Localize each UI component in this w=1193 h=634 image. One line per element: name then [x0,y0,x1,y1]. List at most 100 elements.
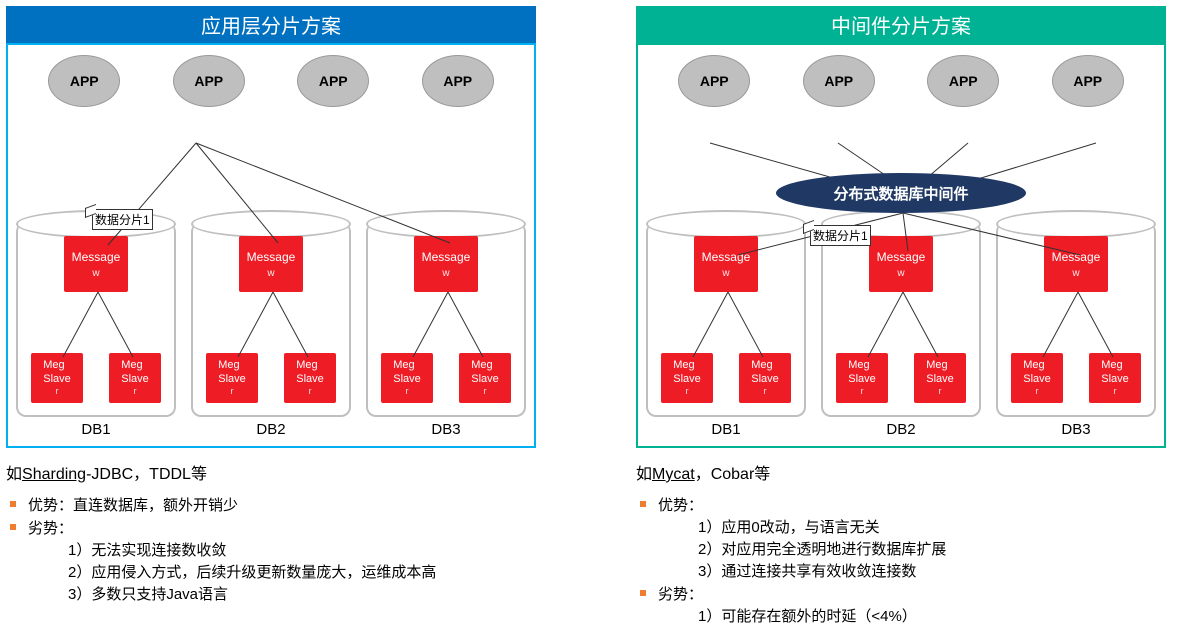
shard-flag: 数据分片1 [92,209,153,230]
slave-box: MegSlave r [284,353,336,403]
slave-label: MegSlave [848,359,876,385]
point-subs: 1）可能存在额外的时延（<4%） [658,605,1166,626]
db-label: DB3 [996,421,1156,438]
slave-label: MegSlave [393,359,421,385]
slave-r: r [134,386,137,397]
point: 劣势：1）可能存在额外的时延（<4%） [658,583,1166,626]
slave-r: r [406,386,409,397]
message-box: Message w [64,236,128,292]
slave-box: MegSlave r [109,353,161,403]
slave-r: r [686,386,689,397]
db-2: Message w MegSlave r MegSlave r DB3 [366,222,526,438]
point-sub: 3）通过连接共享有效收敛连接数 [698,560,1166,581]
slave-box: MegSlave r [914,353,966,403]
slave-box: MegSlave r [206,353,258,403]
message-label: Message [1052,250,1101,264]
slave-label: MegSlave [471,359,499,385]
message-box: Message w [1044,236,1108,292]
slave-label: MegSlave [1023,359,1051,385]
slave-label: MegSlave [1101,359,1129,385]
slave-r: r [764,386,767,397]
slave-label: MegSlave [218,359,246,385]
db-label: DB1 [646,421,806,438]
slave-label: MegSlave [926,359,954,385]
db-0: Message w MegSlave r MegSlave r DB1 [16,222,176,438]
point-sub: 3）多数只支持Java语言 [68,583,536,604]
app-node: APP [678,55,750,107]
message-w: w [442,268,449,279]
message-label: Message [247,250,296,264]
left-box: APPAPPAPPAPP数据分片1 Message w MegSlave r M… [6,43,536,448]
slave-r: r [309,386,312,397]
slave-label: MegSlave [673,359,701,385]
slave-r: r [484,386,487,397]
app-row: APPAPPAPPAPP [16,55,526,107]
message-w: w [267,268,274,279]
slave-label: MegSlave [121,359,149,385]
point-sub: 2）应用侵入方式，后续升级更新数量庞大，运维成本高 [68,561,536,582]
slave-r: r [1114,386,1117,397]
db-cylinder: Message w MegSlave r MegSlave r [996,222,1156,417]
message-w: w [92,268,99,279]
db-1: Message w MegSlave r MegSlave r DB2 [191,222,351,438]
message-box: Message w [239,236,303,292]
message-label: Message [702,250,751,264]
message-box: Message w [414,236,478,292]
db-row: Message w MegSlave r MegSlave r DB1 [646,222,1156,438]
middleware-bar: 分布式数据库中间件 [776,173,1026,213]
message-label: Message [422,250,471,264]
message-w: w [897,268,904,279]
point: 优势：直连数据库，额外开销少 [28,494,536,515]
app-node: APP [173,55,245,107]
db-label: DB2 [821,421,981,438]
point-sub: 2）对应用完全透明地进行数据库扩展 [698,538,1166,559]
app-node: APP [803,55,875,107]
slave-label: MegSlave [43,359,71,385]
app-row: APP APP APP APP [646,55,1156,107]
slave-box: MegSlave r [1089,353,1141,403]
point: 优势：1）应用0改动，与语言无关2）对应用完全透明地进行数据库扩展3）通过连接共… [658,494,1166,581]
slave-box: MegSlave r [661,353,713,403]
db-cylinder: Message w MegSlave r MegSlave r [191,222,351,417]
slave-r: r [231,386,234,397]
point-sub: 1）可能存在额外的时延（<4%） [698,605,1166,626]
slave-box: MegSlave r [381,353,433,403]
slave-box: MegSlave r [739,353,791,403]
slave-box: MegSlave r [836,353,888,403]
left-title: 应用层分片方案 [6,6,536,43]
slave-r: r [939,386,942,397]
app-node: APP [927,55,999,107]
point-subs: 1）无法实现连接数收敛2）应用侵入方式，后续升级更新数量庞大，运维成本高3）多数… [28,539,536,604]
slave-box: MegSlave r [459,353,511,403]
message-w: w [722,268,729,279]
right-title: 中间件分片方案 [636,6,1166,43]
db-1: Message w MegSlave r MegSlave r DB2 [821,222,981,438]
shard-flag: 数据分片1 [810,225,871,246]
db-2: Message w MegSlave r MegSlave r DB3 [996,222,1156,438]
slave-box: MegSlave r [1011,353,1063,403]
left-points: 优势：直连数据库，额外开销少劣势：1）无法实现连接数收敛2）应用侵入方式，后续升… [6,494,536,604]
db-label: DB1 [16,421,176,438]
app-node: APP [422,55,494,107]
slave-r: r [1036,386,1039,397]
app-node: APP [1052,55,1124,107]
db-0: Message w MegSlave r MegSlave r DB1 [646,222,806,438]
point-subs: 1）应用0改动，与语言无关2）对应用完全透明地进行数据库扩展3）通过连接共享有效… [658,516,1166,581]
message-label: Message [72,250,121,264]
app-node: APP [48,55,120,107]
point-sub: 1）应用0改动，与语言无关 [698,516,1166,537]
left-caption: 如Sharding-JDBC，TDDL等 [6,460,536,484]
right-caption: 如Mycat，Cobar等 [636,460,1166,484]
slave-r: r [56,386,59,397]
message-label: Message [877,250,926,264]
db-cylinder: Message w MegSlave r MegSlave r [646,222,806,417]
message-box: Message w [869,236,933,292]
message-box: Message w [694,236,758,292]
point-sub: 1）无法实现连接数收敛 [68,539,536,560]
db-cylinder: Message w MegSlave r MegSlave r [366,222,526,417]
message-w: w [1072,268,1079,279]
db-row: Message w MegSlave r MegSlave r DB1 [16,222,526,438]
point: 劣势：1）无法实现连接数收敛2）应用侵入方式，后续升级更新数量庞大，运维成本高3… [28,517,536,604]
right-box: APP APP APP APP 分布式数据库中间件数据分片1 Message w Meg… [636,43,1166,448]
slave-box: MegSlave r [31,353,83,403]
